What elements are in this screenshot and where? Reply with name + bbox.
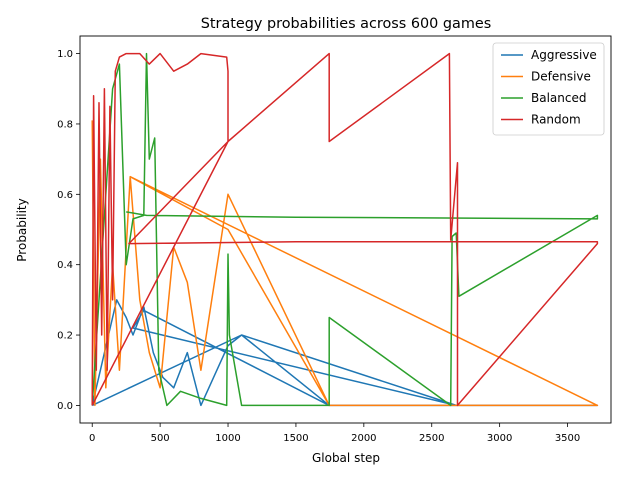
x-tick-label: 2000 [351,433,376,444]
plot-frame [79,35,612,424]
x-tick-label: 1500 [283,433,308,444]
x-tick-label: 500 [151,433,170,444]
series-line-aggressive [91,299,599,407]
x-tick-label: 3000 [487,433,512,444]
legend-label: Defensive [531,70,591,84]
legend-label: Random [531,113,581,127]
x-tick-label: 0 [89,433,95,444]
x-tick-label: 3500 [555,433,580,444]
series-line-defensive [91,120,599,407]
plot-area [91,52,599,407]
y-tick-label: 0.0 [57,401,73,412]
legend: Aggressive Defensive Balanced Random [492,42,605,136]
series-line-balanced [91,52,599,407]
y-axis-label: Probability [15,198,29,261]
chart-title: Strategy probabilities across 600 games [201,16,492,32]
legend-label: Balanced [531,91,586,105]
y-tick-label: 0.4 [57,260,73,271]
series-line-random [91,52,599,407]
legend-box [492,42,605,136]
x-axis-label: Global step [312,451,380,465]
x-tick-label: 1000 [215,433,240,444]
x-tick-label: 2500 [419,433,444,444]
y-tick-label: 0.6 [57,190,73,201]
y-tick-label: 0.2 [57,331,73,342]
y-axis: 0.0 0.2 0.4 0.6 0.8 1.0 [57,49,80,412]
x-axis: 0 500 1000 1500 2000 2500 3000 3500 [89,423,580,444]
legend-label: Aggressive [531,48,597,62]
y-tick-label: 0.8 [57,119,73,130]
y-tick-label: 1.0 [57,49,73,60]
